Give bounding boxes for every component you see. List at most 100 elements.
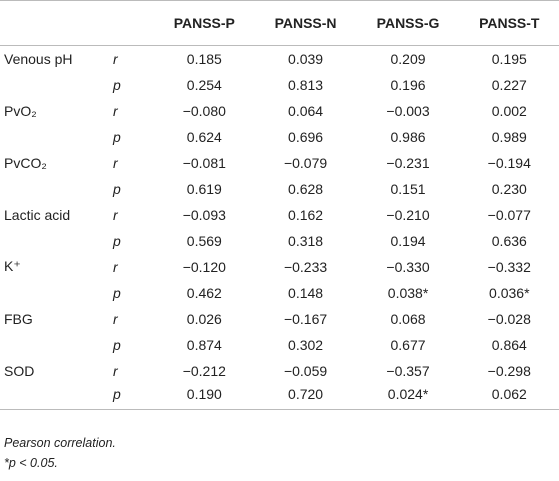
table-row: PvO₂ r −0.080 0.064 −0.003 0.002 — [0, 98, 559, 124]
value-cell: 0.038* — [387, 284, 429, 301]
value-cell: 0.024* — [387, 385, 429, 402]
value-cell: 0.813 — [288, 76, 324, 93]
table-row: Venous pH r 0.185 0.039 0.209 0.195 — [0, 46, 559, 72]
value-cell: 0.194 — [390, 232, 426, 249]
stat-label: r — [113, 362, 118, 379]
value-cell: −0.210 — [386, 206, 430, 223]
value-cell: 0.068 — [390, 310, 426, 327]
value-cell: 0.628 — [288, 180, 324, 197]
value-cell: −0.330 — [386, 258, 430, 275]
stat-label: p — [113, 232, 121, 249]
row-label: PvO₂ — [4, 102, 37, 119]
footnote: *p < 0.05. — [4, 456, 58, 470]
table-row: SOD r −0.212 −0.059 −0.357 −0.298 — [0, 358, 559, 384]
header-row: PANSS-P PANSS-N PANSS-G PANSS-T — [0, 0, 559, 46]
value-cell: −0.194 — [487, 154, 531, 171]
column-header: PANSS-G — [376, 15, 440, 31]
row-label: SOD — [4, 362, 35, 379]
value-cell: −0.120 — [182, 258, 226, 275]
value-cell: 0.874 — [186, 336, 222, 353]
value-cell: −0.233 — [283, 258, 328, 275]
row-label: FBG — [4, 310, 33, 327]
table-row: p 0.624 0.696 0.986 0.989 — [0, 124, 559, 150]
value-cell: 0.254 — [186, 76, 222, 93]
row-label: PvCO₂ — [4, 154, 47, 171]
value-cell: 0.302 — [288, 336, 324, 353]
table-body: Venous pH r 0.185 0.039 0.209 0.195 p 0.254 0.81… — [0, 46, 559, 410]
corner-cell — [0, 1, 103, 46]
row-label: Venous pH — [4, 50, 73, 67]
table-row: Lactic acid r −0.093 0.162 −0.210 −0.077 — [0, 202, 559, 228]
table-row: p 0.569 0.318 0.194 0.636 — [0, 228, 559, 254]
value-cell: 0.026 — [186, 310, 222, 327]
value-cell: 0.039 — [288, 50, 324, 67]
value-cell: −0.167 — [283, 310, 328, 327]
value-cell: 0.185 — [186, 50, 222, 67]
value-cell: 0.230 — [491, 180, 527, 197]
row-label: K⁺ — [4, 258, 21, 274]
row-label-empty — [0, 176, 103, 202]
value-cell: 0.677 — [390, 336, 426, 353]
table-row: p 0.874 0.302 0.677 0.864 — [0, 332, 559, 358]
stat-label: p — [113, 76, 121, 93]
table-row: p 0.462 0.148 0.038* 0.036* — [0, 280, 559, 306]
value-cell: 0.720 — [288, 385, 324, 402]
value-cell: 0.002 — [491, 102, 527, 119]
stat-label: r — [113, 50, 118, 67]
table-row: p 0.619 0.628 0.151 0.230 — [0, 176, 559, 202]
stat-label: r — [113, 258, 118, 275]
row-label-empty — [0, 124, 103, 150]
value-cell: 0.151 — [390, 180, 426, 197]
value-cell: 0.209 — [390, 50, 426, 67]
value-cell: 0.619 — [186, 180, 222, 197]
value-cell: 0.636 — [491, 232, 527, 249]
value-cell: 0.190 — [186, 385, 222, 402]
table-row: p 0.190 0.720 0.024* 0.062 — [0, 384, 559, 410]
table-row: K⁺ r −0.120 −0.233 −0.330 −0.332 — [0, 254, 559, 280]
row-label-empty — [0, 72, 103, 98]
value-cell: 0.036* — [489, 284, 530, 301]
value-cell: 0.989 — [491, 128, 527, 145]
footnote: Pearson correlation. — [4, 436, 116, 450]
stat-label: p — [113, 385, 121, 402]
row-label-empty — [0, 280, 103, 306]
value-cell: 0.696 — [288, 128, 324, 145]
stat-label: r — [113, 206, 118, 223]
table-row: FBG r 0.026 −0.167 0.068 −0.028 — [0, 306, 559, 332]
stat-label: r — [113, 154, 118, 171]
row-label-empty — [0, 384, 103, 410]
value-cell: −0.093 — [182, 206, 226, 223]
column-header: PANSS-N — [274, 15, 337, 31]
value-cell: −0.028 — [487, 310, 531, 327]
stat-label: p — [113, 128, 121, 145]
value-cell: −0.081 — [182, 154, 226, 171]
table-row: PvCO₂ r −0.081 −0.079 −0.231 −0.194 — [0, 150, 559, 176]
value-cell: −0.080 — [182, 102, 226, 119]
stat-label: p — [113, 180, 121, 197]
value-cell: 0.318 — [288, 232, 324, 249]
value-cell: 0.569 — [186, 232, 222, 249]
value-cell: 0.986 — [390, 128, 426, 145]
value-cell: −0.077 — [487, 206, 531, 223]
stat-label: r — [113, 310, 118, 327]
value-cell: 0.148 — [288, 284, 324, 301]
correlation-table: PANSS-P PANSS-N PANSS-G PANSS-T Venous pH r 0… — [0, 0, 559, 410]
value-cell: −0.059 — [283, 362, 328, 379]
value-cell: −0.212 — [182, 362, 226, 379]
table-row: p 0.254 0.813 0.196 0.227 — [0, 72, 559, 98]
value-cell: 0.227 — [491, 76, 527, 93]
value-cell: −0.003 — [386, 102, 430, 119]
column-header: PANSS-P — [173, 15, 235, 31]
corner-cell — [103, 1, 154, 46]
value-cell: 0.162 — [288, 206, 324, 223]
column-header: PANSS-T — [479, 15, 540, 31]
stat-label: r — [113, 102, 118, 119]
value-cell: 0.196 — [390, 76, 426, 93]
row-label: Lactic acid — [4, 206, 71, 223]
value-cell: −0.332 — [487, 258, 531, 275]
value-cell: 0.462 — [186, 284, 222, 301]
value-cell: 0.062 — [491, 385, 527, 402]
value-cell: −0.298 — [487, 362, 531, 379]
value-cell: −0.231 — [386, 154, 430, 171]
